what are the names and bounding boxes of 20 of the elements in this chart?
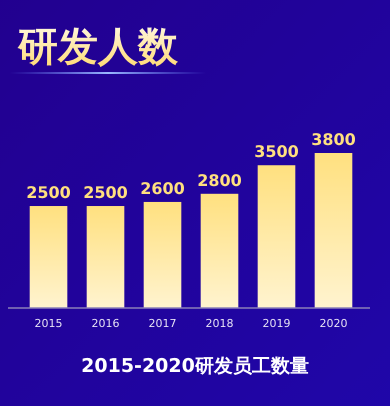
x-tick-label: 2016 bbox=[92, 317, 120, 330]
bar bbox=[258, 165, 296, 308]
x-tick-label: 2019 bbox=[262, 317, 290, 330]
data-label: 3500 bbox=[254, 142, 299, 162]
bar bbox=[30, 206, 68, 308]
data-label: 3800 bbox=[311, 130, 356, 149]
x-tick-label: 2015 bbox=[34, 317, 63, 330]
x-axis-title: 2015-2020研发员工数量 bbox=[81, 355, 309, 377]
bar bbox=[200, 194, 238, 308]
data-label: 2500 bbox=[26, 183, 71, 202]
chart-title: 研发人数 bbox=[17, 24, 179, 70]
bar bbox=[144, 202, 182, 308]
bar bbox=[314, 153, 352, 308]
data-label: 2500 bbox=[83, 183, 128, 202]
bar bbox=[86, 206, 124, 308]
data-label: 2800 bbox=[197, 170, 242, 190]
x-tick-label: 2017 bbox=[148, 317, 176, 330]
x-tick-label: 2020 bbox=[319, 317, 348, 330]
data-label: 2600 bbox=[140, 178, 185, 198]
x-tick-label: 2018 bbox=[206, 317, 234, 330]
